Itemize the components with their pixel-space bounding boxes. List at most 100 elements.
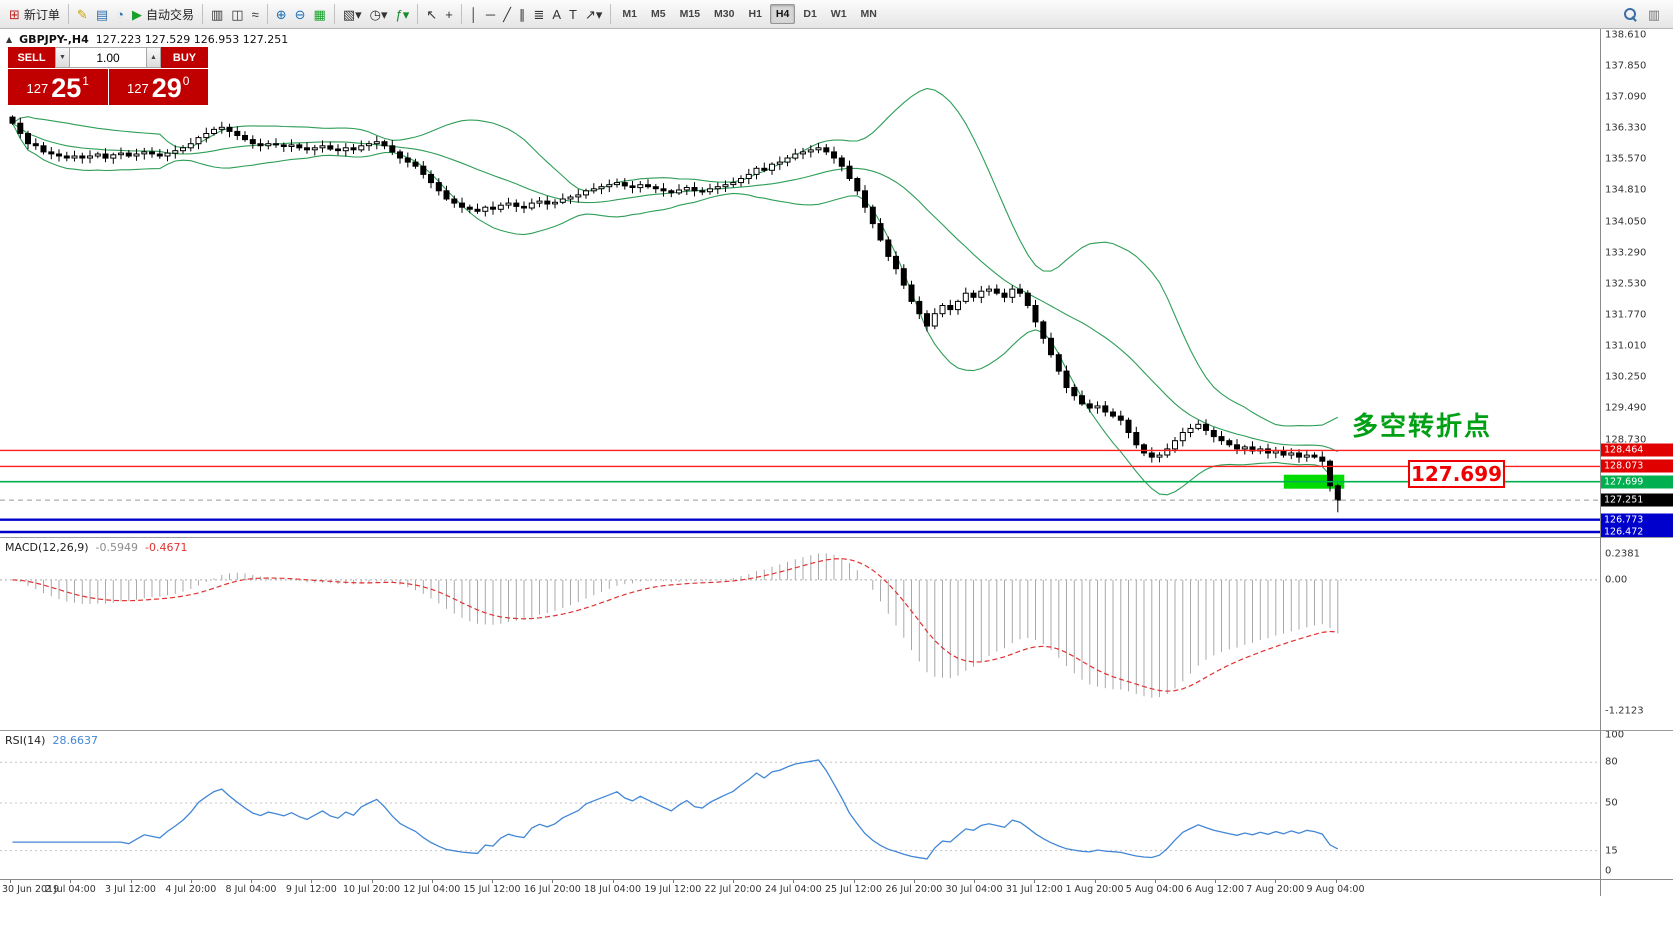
rsi-canvas[interactable] <box>0 731 1600 879</box>
cursor-button[interactable]: ↖ <box>422 3 441 26</box>
price-axis-label: 134.810 <box>1605 184 1647 196</box>
label-icon: T <box>569 6 577 22</box>
zoom-out-button[interactable]: ⊖ <box>291 3 310 26</box>
time-tick <box>1335 880 1337 883</box>
zoom-in-button[interactable]: ⊕ <box>272 3 291 26</box>
price-chart-panel[interactable] <box>0 29 1600 537</box>
time-tick <box>672 880 674 883</box>
macd-panel[interactable]: MACD(12,26,9) -0.5949 -0.4671 <box>0 538 1600 730</box>
timeframe-m1-button[interactable]: M1 <box>622 8 638 20</box>
bar-chart-icon: ▥ <box>211 6 224 22</box>
new-order-button[interactable]: ⊞ 新订单 <box>5 3 64 26</box>
volume-increase-button[interactable]: ▲ <box>146 47 161 68</box>
time-axis-label: 1 Aug 20:00 <box>1065 884 1124 895</box>
timeframe-mn-button[interactable]: MN <box>860 8 877 20</box>
chart-symbol-header: ▲ GBPJPY-,H4 127.223 127.529 126.953 127… <box>6 33 288 46</box>
autotrading-button[interactable]: ▶ 自动交易 <box>128 3 198 26</box>
horizontal-line-button[interactable]: ─ <box>482 3 499 26</box>
profiles-button[interactable]: ◷▾ <box>366 3 392 26</box>
volume-decrease-button[interactable]: ▼ <box>55 47 70 68</box>
time-axis-label: 25 Jul 12:00 <box>825 884 882 895</box>
toolbar-buttons: ⊞ 新订单 ✎ ▤ ◔ ▶ 自动交易 ▥ ◫ ≈ ⊕ ⊖ ▦ ▧▾ ◷▾ ƒ▾ ↖ + │ ─ ╱ ∥ ≣ A T ↗▾ <box>5 3 615 26</box>
timeframe-h4-button[interactable]: H4 <box>769 4 796 24</box>
time-axis[interactable]: 30 Jun 2019 2 Jul 04:00 3 Jul 12:00 4 Jul 2… <box>0 879 1673 897</box>
channel-button[interactable]: ∥ <box>515 3 530 26</box>
time-tick <box>1094 880 1096 883</box>
level-price-flag: 128.073 <box>1601 459 1673 473</box>
text-button[interactable]: A <box>548 3 565 26</box>
new-chart-button[interactable]: ▧▾ <box>339 3 366 26</box>
buy-tab-button[interactable]: BUY <box>161 47 208 68</box>
time-tick <box>311 880 313 883</box>
macd-main-value: -0.5949 <box>95 541 139 554</box>
search-icon[interactable] <box>1623 7 1638 22</box>
level-price-flag: 126.773 <box>1601 513 1673 527</box>
rsi-axis-label: 100 <box>1605 729 1625 741</box>
candlestick-chart-button[interactable]: ◫ <box>227 3 247 26</box>
fibonacci-button[interactable]: ≣ <box>529 3 548 26</box>
trendline-button[interactable]: ╱ <box>499 3 515 26</box>
label-button[interactable]: T <box>565 3 581 26</box>
macd-canvas[interactable] <box>0 538 1600 730</box>
rsi-axis-label: 0 <box>1605 865 1612 877</box>
timeframe-m5-button[interactable]: M5 <box>651 8 666 20</box>
time-axis-label: 22 Jul 20:00 <box>704 884 762 895</box>
price-axis[interactable]: 138.610 137.850 137.090 136.330 135.570 134.8… <box>1601 29 1673 539</box>
macd-signal-line <box>12 558 1338 692</box>
time-axis-label: 18 Jul 04:00 <box>584 884 641 895</box>
time-tick <box>251 880 252 883</box>
symbol-title: GBPJPY-,H4 <box>19 33 89 46</box>
price-chart-canvas[interactable] <box>0 29 1600 537</box>
autotrading-icon: ▶ <box>131 6 142 22</box>
sell-price-sup: 1 <box>82 74 89 88</box>
time-tick <box>10 880 11 883</box>
time-tick <box>1154 880 1156 883</box>
volume-input[interactable]: 1.00 <box>70 47 146 68</box>
autotrading-label: 自动交易 <box>145 7 194 22</box>
timeframe-d1-button[interactable]: D1 <box>803 8 817 20</box>
sell-tab-button[interactable]: SELL <box>8 47 55 68</box>
panel-separator[interactable] <box>0 730 1673 731</box>
timeframe-toolbar: M1 M5 M15 M30 H1 H4 D1 W1 MN <box>615 4 883 24</box>
time-tick <box>190 880 192 883</box>
candlestick-chart-icon: ◫ <box>231 6 244 22</box>
sell-price-big: 25 <box>51 73 82 103</box>
price-axis-label: 134.050 <box>1605 216 1647 227</box>
panel-separator[interactable] <box>0 537 1673 538</box>
macd-axis-label: -1.2123 <box>1605 705 1644 717</box>
sell-price-button[interactable]: 127 25 1 <box>8 69 108 105</box>
rsi-panel[interactable]: RSI(14) 28.6637 <box>0 731 1600 879</box>
profiles-icon: ◷▾ <box>369 6 388 22</box>
symbol-marker-icon: ▲ <box>6 35 13 44</box>
market-watch-button[interactable]: ▤ <box>92 3 112 26</box>
data-window-button[interactable]: ◔ <box>112 3 128 26</box>
crosshair-button[interactable]: + <box>441 3 457 26</box>
rsi-axis-label: 15 <box>1605 845 1618 857</box>
chart-annotation-text: 多空转折点 <box>1352 411 1493 441</box>
chart-window-icon[interactable]: ▥ <box>1647 6 1660 22</box>
vertical-line-icon: │ <box>469 6 478 22</box>
buy-price-button[interactable]: 127 29 0 <box>108 69 208 105</box>
arrows-button[interactable]: ↗▾ <box>581 3 606 26</box>
indicators-button[interactable]: ƒ▾ <box>392 3 414 26</box>
arrows-icon: ↗▾ <box>585 6 603 22</box>
bar-chart-button[interactable]: ▥ <box>207 3 227 26</box>
timeframe-m15-button[interactable]: M15 <box>679 8 701 20</box>
buy-price-prefix: 127 <box>127 81 149 96</box>
level-price-flag: 128.464 <box>1601 443 1673 457</box>
line-chart-button[interactable]: ≈ <box>248 3 263 26</box>
new-chart-icon: ▧▾ <box>342 6 362 22</box>
timeframe-h1-button[interactable]: H1 <box>748 8 762 20</box>
macd-axis[interactable]: 0.2381 0.00 -1.2123 <box>1601 538 1673 730</box>
time-tick <box>1275 880 1277 883</box>
vertical-line-button[interactable]: │ <box>466 3 482 26</box>
rsi-axis[interactable]: 100 80 50 15 0 <box>1601 729 1673 879</box>
price-callout-label: 127.699 <box>1408 460 1505 488</box>
timeframe-m30-button[interactable]: M30 <box>714 8 735 20</box>
tile-windows-button[interactable]: ▦ <box>310 3 330 26</box>
time-tick <box>431 880 433 883</box>
one-click-trade-panel: SELL ▼ 1.00 ▲ BUY 127 25 1 127 29 0 <box>8 47 208 105</box>
metaeditor-button[interactable]: ✎ <box>73 3 92 26</box>
indicators-icon: ƒ▾ <box>395 6 410 22</box>
timeframe-w1-button[interactable]: W1 <box>830 8 847 20</box>
